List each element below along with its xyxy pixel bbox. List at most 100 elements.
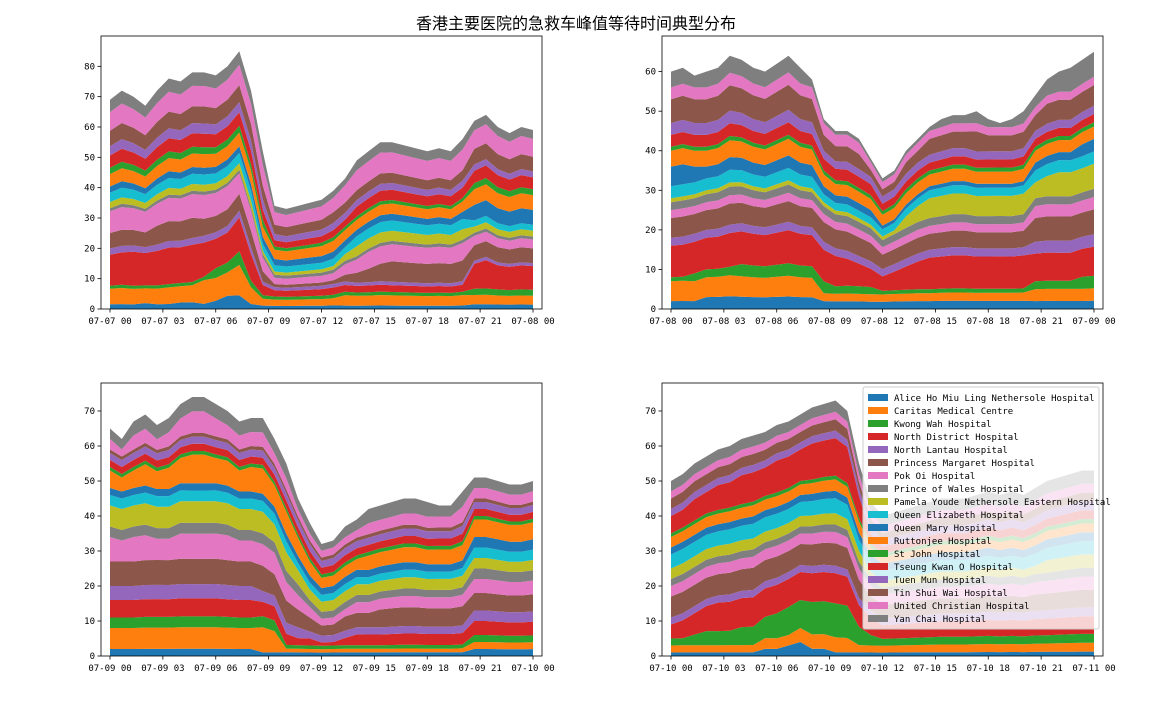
area-princess-margaret-hospital [110, 193, 533, 288]
area-tseung-kwan-o-hospital [671, 438, 1094, 554]
legend-swatch [868, 485, 888, 492]
y-tick-label: 10 [84, 275, 95, 285]
x-tick-label: 07-11 00 [1072, 664, 1115, 674]
area-united-christian-hospital [110, 64, 533, 228]
area-north-district-hospital [110, 598, 533, 646]
x-tick-label: 07-09 21 [458, 664, 501, 674]
area-ruttonjee-hospital [110, 132, 533, 261]
area-caritas-medical-centre [110, 264, 533, 306]
y-tick-label: 70 [84, 93, 95, 103]
area-united-christian-hospital [671, 411, 1094, 534]
legend-swatch [868, 498, 888, 505]
y-tick-label: 20 [645, 582, 656, 592]
legend-label: North District Hospital [894, 433, 1019, 443]
x-tick-label: 07-07 00 [88, 317, 131, 327]
y-tick-label: 40 [84, 512, 95, 522]
area-tin-shui-wai-hospital [671, 84, 1094, 197]
legend-swatch [868, 576, 888, 583]
x-tick-label: 07-07 06 [194, 317, 237, 327]
y-tick-label: 70 [84, 407, 95, 417]
area-kwong-wah-hospital [671, 600, 1094, 646]
legend-swatch [868, 407, 888, 414]
area-yan-chai-hospital [110, 397, 533, 551]
x-tick-label: 07-09 06 [194, 664, 237, 674]
y-tick-label: 30 [645, 186, 656, 196]
legend-label: Princess Margaret Hospital [894, 459, 1035, 469]
x-tick-label: 07-10 03 [702, 664, 745, 674]
x-tick-label: 07-09 09 [247, 664, 290, 674]
y-tick-label: 50 [84, 477, 95, 487]
area-pamela-youde-nethersole-eastern-hospital [671, 163, 1094, 241]
area-kwong-wah-hospital [110, 616, 533, 650]
panel-1: 0 10 20 30 40 50 60 70 80 07-07 00 07-07 03 07-07 0… [84, 35, 555, 327]
x-tick-label: 07-09 15 [353, 664, 396, 674]
y-tick-label: 10 [84, 617, 95, 627]
legend-frame [862, 386, 1100, 630]
x-tick-label: 07-08 12 [861, 317, 904, 327]
legend-label: Pamela Youde Nethersole Eastern Hospital [894, 498, 1111, 508]
y-tick-label: 0 [90, 305, 95, 315]
legend-swatch [868, 589, 888, 596]
area-queen-elizabeth-hospital [110, 490, 533, 602]
legend-label: Queen Mary Hospital [894, 524, 997, 534]
x-tick-label: 07-08 00 [511, 317, 554, 327]
x-tick-label: 07-10 12 [861, 664, 904, 674]
legend-label: Prince of Wales Hospital [894, 485, 1024, 495]
area-tin-shui-wai-hospital [110, 433, 533, 561]
x-tick-label: 07-10 21 [1019, 664, 1062, 674]
y-tick-label: 10 [645, 265, 656, 275]
x-tick-label: 07-08 00 [649, 317, 692, 327]
area-alice-ho-miu-ling-nethersole-hospital [110, 648, 533, 656]
legend-label: North Lantau Hospital [894, 446, 1008, 456]
legend-swatch [868, 394, 888, 401]
legend-label: Yan Chai Hospital [894, 615, 986, 625]
legend-swatch [868, 537, 888, 544]
area-tseung-kwan-o-hospital [110, 443, 533, 575]
x-tick-label: 07-08 06 [755, 317, 798, 327]
area-tseung-kwan-o-hospital [110, 112, 533, 249]
y-tick-label: 80 [84, 62, 95, 72]
area-pok-oi-hospital [110, 533, 533, 626]
area-princess-margaret-hospital [110, 558, 533, 636]
x-tick-label: 07-08 09 [808, 317, 851, 327]
area-alice-ho-miu-ling-nethersole-hospital [671, 296, 1094, 309]
x-tick-label: 07-07 18 [406, 317, 449, 327]
legend-swatch [868, 420, 888, 427]
x-tick-label: 07-08 21 [1019, 317, 1062, 327]
x-tick-label: 07-07 03 [141, 317, 184, 327]
x-tick-label: 07-10 18 [967, 664, 1010, 674]
x-tick-label: 07-10 15 [914, 664, 957, 674]
y-tick-label: 60 [84, 123, 95, 133]
legend-label: Tseung Kwan O Hospital [894, 563, 1013, 573]
legend-swatch [868, 563, 888, 570]
area-layers [110, 397, 533, 656]
x-tick-label: 07-09 00 [1072, 317, 1115, 327]
area-ruttonjee-hospital [110, 454, 533, 589]
x-tick-label: 07-07 12 [300, 317, 343, 327]
y-tick-label: 60 [645, 68, 656, 78]
area-prince-of-wales-hospital [110, 522, 533, 619]
area-alice-ho-miu-ling-nethersole-hospital [671, 642, 1094, 656]
area-tseung-kwan-o-hospital [671, 114, 1094, 212]
legend-label: St John Hospital [894, 550, 981, 560]
panel-2: 0 10 20 30 40 50 60 07-08 00 07-08 03 07-08 06 07-… [645, 35, 1116, 327]
x-tick-label: 07-09 03 [141, 664, 184, 674]
area-pamela-youde-nethersole-eastern-hospital [110, 501, 533, 612]
x-tick-label: 07-08 18 [967, 317, 1010, 327]
legend: Alice Ho Miu Ling Nethersole Hospital Car… [862, 386, 1111, 630]
legend-swatch [868, 550, 888, 557]
area-north-district-hospital [671, 230, 1094, 291]
x-tick-label: 07-10 09 [808, 664, 851, 674]
legend-swatch [868, 446, 888, 453]
area-caritas-medical-centre [110, 627, 533, 653]
x-tick-label: 07-07 15 [353, 317, 396, 327]
y-tick-label: 60 [84, 442, 95, 452]
x-tick-label: 07-09 00 [88, 664, 131, 674]
legend-swatch [868, 433, 888, 440]
y-tick-label: 40 [84, 184, 95, 194]
area-layers [671, 51, 1094, 309]
y-tick-label: 0 [651, 652, 656, 662]
legend-label: Tuen Mun Hospital [894, 576, 986, 586]
legend-label: Pok Oi Hospital [894, 472, 975, 482]
